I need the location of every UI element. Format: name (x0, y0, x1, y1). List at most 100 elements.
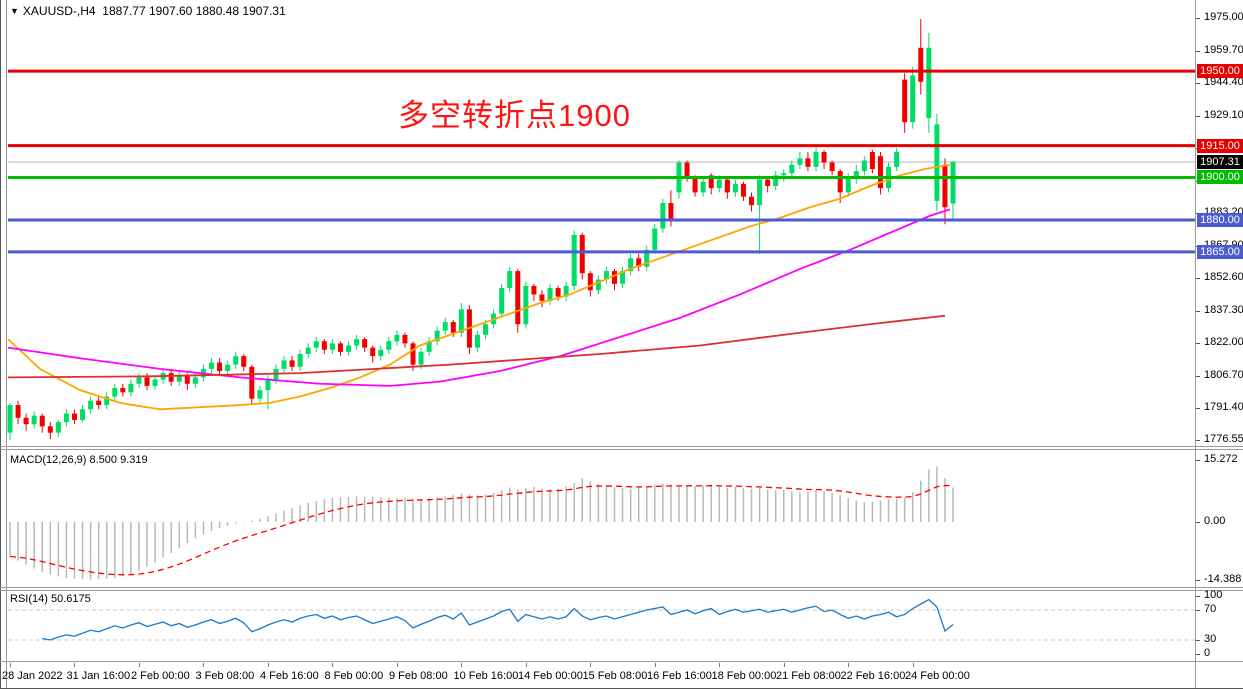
candle-body (926, 47, 932, 118)
candle-body (571, 234, 577, 286)
rsi-axis-tick: 0 (1204, 647, 1211, 659)
candle-body (225, 364, 231, 372)
candle-body (23, 417, 29, 425)
ma-mid-magenta (7, 208, 951, 387)
candle-body (894, 151, 900, 167)
time-axis-label: 18 Feb 00:00 (711, 670, 777, 682)
rsi-axis-tickmark (1196, 610, 1200, 611)
macd-axis-tick: 15.272 (1204, 453, 1238, 465)
candle-body (813, 151, 819, 167)
macd-panel-canvas[interactable] (0, 449, 1195, 587)
candle-body (708, 175, 714, 189)
window-left-border (0, 0, 1, 689)
price-axis-tick: 1837.30 (1204, 303, 1243, 316)
candle-body (418, 351, 424, 365)
candle-body (563, 285, 569, 297)
ma-fast-orange (7, 163, 951, 411)
candle-body (144, 377, 150, 386)
candle-body (877, 156, 883, 189)
candle-body (579, 234, 585, 274)
price-axis-tick: 1975.00 (1204, 11, 1243, 23)
rsi-label: RSI(14) 50.6175 (10, 593, 91, 605)
macd-axis-tick: 0.00 (1204, 515, 1226, 527)
macd-label: MACD(12,26,9) 8.500 9.319 (10, 454, 148, 466)
price-label-1865.00: 1865.00 (1197, 244, 1243, 259)
candle-body (426, 341, 432, 352)
candle-body (861, 160, 867, 172)
candle-body (587, 273, 593, 291)
symbol-dropdown-arrow-icon[interactable]: ▼ (10, 6, 19, 16)
candle-body (168, 373, 174, 382)
candle-body (257, 390, 263, 399)
candle-body (797, 158, 803, 165)
candle-body (918, 47, 924, 82)
time-axis-tickmark (74, 663, 76, 667)
candle-body (789, 164, 795, 174)
macd-signal-line (9, 484, 954, 576)
macd-axis-tickmark (1196, 522, 1200, 523)
candle-body (281, 360, 287, 369)
candle-body (499, 288, 505, 314)
candle-body (31, 415, 37, 425)
candle-body (7, 405, 13, 433)
candle-body (724, 179, 730, 193)
price-axis-tick: 1852.60 (1204, 271, 1243, 284)
price-axis-tickmark (1196, 375, 1200, 377)
candle-body (71, 413, 77, 420)
price-axis-tick: 1791.40 (1204, 401, 1243, 414)
candle-body (805, 158, 811, 167)
macd-separator-bottom (0, 449, 1243, 450)
time-axis-label: 2 Feb 00:00 (131, 670, 190, 682)
macd-axis-tickmark (1196, 460, 1200, 461)
candle-body (265, 379, 271, 391)
time-axis-separator (0, 661, 1243, 662)
price-axis-tick: 1944.40 (1204, 76, 1243, 89)
candle-body (434, 330, 440, 342)
rsi-axis-tick: 70 (1204, 603, 1217, 615)
candle-body (386, 341, 392, 350)
time-axis-tickmark (912, 663, 914, 667)
time-axis-label: 22 Feb 16:00 (840, 670, 906, 682)
price-annotation-text[interactable]: 多空转折点1900 (398, 98, 631, 133)
candle-body (765, 179, 771, 187)
rsi-axis-tickmark (1196, 596, 1200, 597)
candle-body (483, 324, 489, 335)
candle-body (47, 426, 53, 433)
candle-body (837, 171, 843, 193)
price-axis-tickmark (1196, 343, 1200, 345)
candle-body (402, 334, 408, 344)
candle-body (555, 288, 561, 297)
candle-body (950, 161, 956, 204)
candle-body (120, 388, 126, 393)
time-axis-tickmark (461, 663, 463, 667)
price-axis-tick: 1929.10 (1204, 108, 1243, 121)
candle-body (603, 271, 609, 280)
candle-body (241, 356, 247, 367)
candle-body (942, 164, 948, 208)
candle-body (910, 75, 916, 123)
candle-body (410, 343, 416, 365)
price-label-1915.00: 1915.00 (1197, 138, 1243, 153)
candle-body (652, 228, 658, 250)
rsi-panel-canvas[interactable] (0, 590, 1195, 661)
rsi-separator-top (0, 587, 1243, 588)
candle-body (628, 258, 634, 272)
price-label-1900.00: 1900.00 (1197, 170, 1243, 185)
time-axis-tickmark (396, 663, 398, 667)
macd-axis-tick: -14.388 (1204, 573, 1242, 585)
price-axis-tick: 1822.00 (1204, 336, 1243, 349)
candle-body (902, 79, 908, 123)
candle-body (88, 400, 94, 410)
candle-body (684, 162, 690, 178)
chart-title-text: XAUUSD-,H4 1887.77 1907.60 1880.48 1907.… (22, 4, 286, 18)
candle-body (370, 347, 376, 357)
candle-body (547, 288, 553, 301)
main-chart-canvas[interactable] (0, 0, 1195, 446)
ma-slow-firebrick (7, 314, 946, 379)
price-axis-tickmark (1196, 408, 1200, 410)
candle-body (644, 249, 650, 267)
candle-body (732, 183, 738, 193)
candle-body (773, 175, 779, 187)
candle-body (934, 124, 940, 201)
